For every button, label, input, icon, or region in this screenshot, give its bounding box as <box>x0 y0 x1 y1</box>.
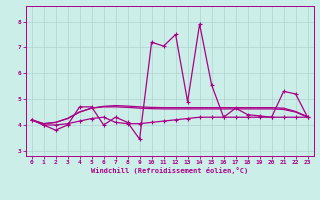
X-axis label: Windchill (Refroidissement éolien,°C): Windchill (Refroidissement éolien,°C) <box>91 167 248 174</box>
